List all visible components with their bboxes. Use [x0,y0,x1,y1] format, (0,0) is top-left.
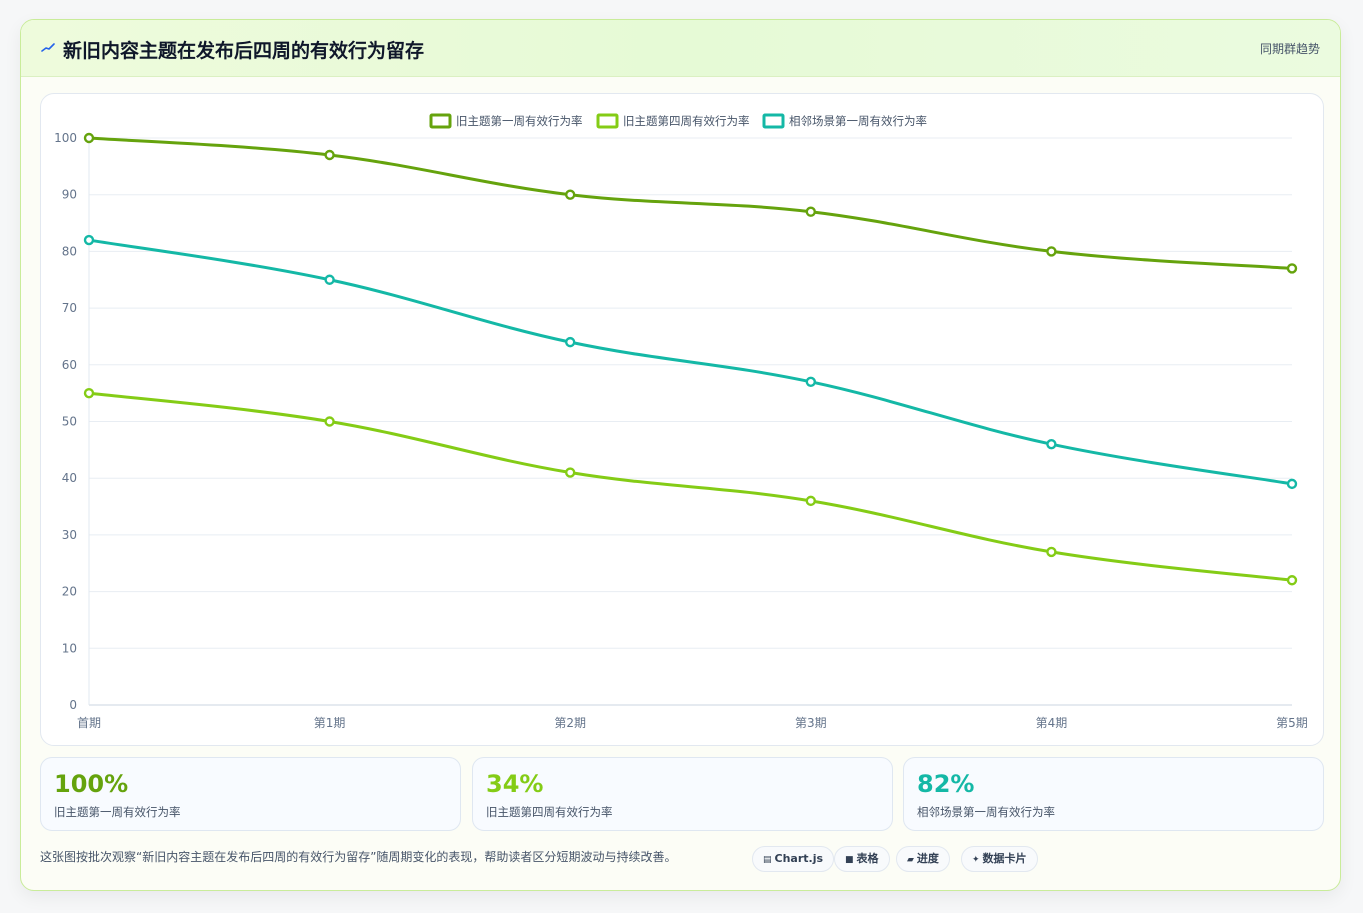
stat-value: 34% [486,770,544,798]
x-tick-label: 第4期 [1036,716,1068,730]
chip-table[interactable]: ■ 表格 [834,846,890,872]
y-tick-label: 90 [62,188,77,202]
x-tick-label: 第2期 [554,716,586,730]
series-line-3 [87,238,1294,486]
data-point [565,467,576,478]
y-tick-label: 60 [62,358,77,372]
data-point [1046,246,1057,257]
chip-progress[interactable]: ▰ 进度 [896,846,950,872]
y-tick-label: 0 [69,698,77,712]
line-chart: 0 10 20 30 40 50 60 70 80 90 100 首期 第1期 第2期 第3期 第4期 第5期 旧… [54,113,1308,730]
page-title: 新旧内容主题在发布后四周的有效行为留存 [63,40,425,62]
data-point [565,336,576,348]
series-line-1 [87,136,1294,270]
stat-cards: 100% 旧主题第一周有效行为率 34% 旧主题第四周有效行为率 82% 相邻场… [40,757,1324,831]
x-tick-label: 首期 [77,716,101,730]
stat-label: 旧主题第四周有效行为率 [486,805,613,819]
stat-label: 旧主题第一周有效行为率 [54,805,181,819]
chip-chartjs[interactable]: ▤ Chart.js [752,846,835,872]
data-point [324,274,335,285]
chart-description: 这张图按批次观察“新旧内容主题在发布后四周的有效行为留存”随周期变化的表现，帮助… [40,850,677,864]
stat-label: 相邻场景第一周有效行为率 [917,805,1055,819]
trend-line-icon [41,43,55,52]
stat-card: 34% 旧主题第四周有效行为率 [472,757,893,831]
card-icon: ✦ [972,855,980,865]
data-point [83,132,95,144]
data-point [805,376,816,388]
data-point [1286,478,1298,490]
card-header: 新旧内容主题在发布后四周的有效行为留存 同期群趋势 [21,20,1340,77]
progress-icon: ▰ [907,855,914,865]
legend-swatch [596,113,619,129]
y-tick-label: 10 [62,641,77,655]
x-tick-label: 第5期 [1276,716,1308,730]
data-point [1046,438,1057,450]
stat-value: 100% [54,770,129,798]
x-tick-label: 第3期 [795,716,827,730]
chip-label: Chart.js [774,852,824,865]
data-point [805,206,816,217]
legend-label: 旧主题第四周有效行为率 [623,114,750,128]
x-tick-label: 第1期 [314,716,346,730]
chip-label: 数据卡片 [982,852,1027,865]
data-point [324,149,335,161]
legend-label: 相邻场景第一周有效行为率 [789,114,927,128]
y-tick-label: 70 [62,301,77,315]
stat-card: 100% 旧主题第一周有效行为率 [40,757,461,831]
cohort-trend-link[interactable]: 同期群趋势 [1259,42,1320,56]
data-point [1286,263,1298,274]
chip-data-card[interactable]: ✦ 数据卡片 [961,846,1038,872]
series-line-2 [87,391,1294,582]
data-point [83,234,95,246]
stat-value: 82% [917,770,975,798]
data-point [805,495,816,507]
legend-swatch [429,113,452,129]
chart-card: 新旧内容主题在发布后四周的有效行为留存 同期群趋势 0 10 20 30 40 50 60 7… [20,19,1341,891]
chart-panel: 0 10 20 30 40 50 60 70 80 90 100 首期 第1期 第2期 第3期 第4期 第5期 旧… [40,93,1324,746]
chip-label: 进度 [916,852,939,865]
data-point [1046,546,1057,558]
data-point [1286,575,1298,586]
data-point [83,387,95,399]
y-tick-label: 50 [62,415,77,429]
y-tick-label: 80 [62,244,77,258]
y-tick-label: 40 [62,471,77,485]
chart-icon: ▤ [763,855,772,865]
stat-card: 82% 相邻场景第一周有效行为率 [903,757,1324,831]
data-point [565,189,576,200]
chip-label: 表格 [856,852,879,865]
legend-label: 旧主题第一周有效行为率 [456,114,583,128]
table-icon: ■ [845,855,854,865]
y-tick-label: 30 [62,528,77,542]
y-tick-label: 100 [54,131,77,145]
y-tick-label: 20 [62,585,77,599]
data-point [324,416,335,427]
legend-swatch [762,113,785,129]
